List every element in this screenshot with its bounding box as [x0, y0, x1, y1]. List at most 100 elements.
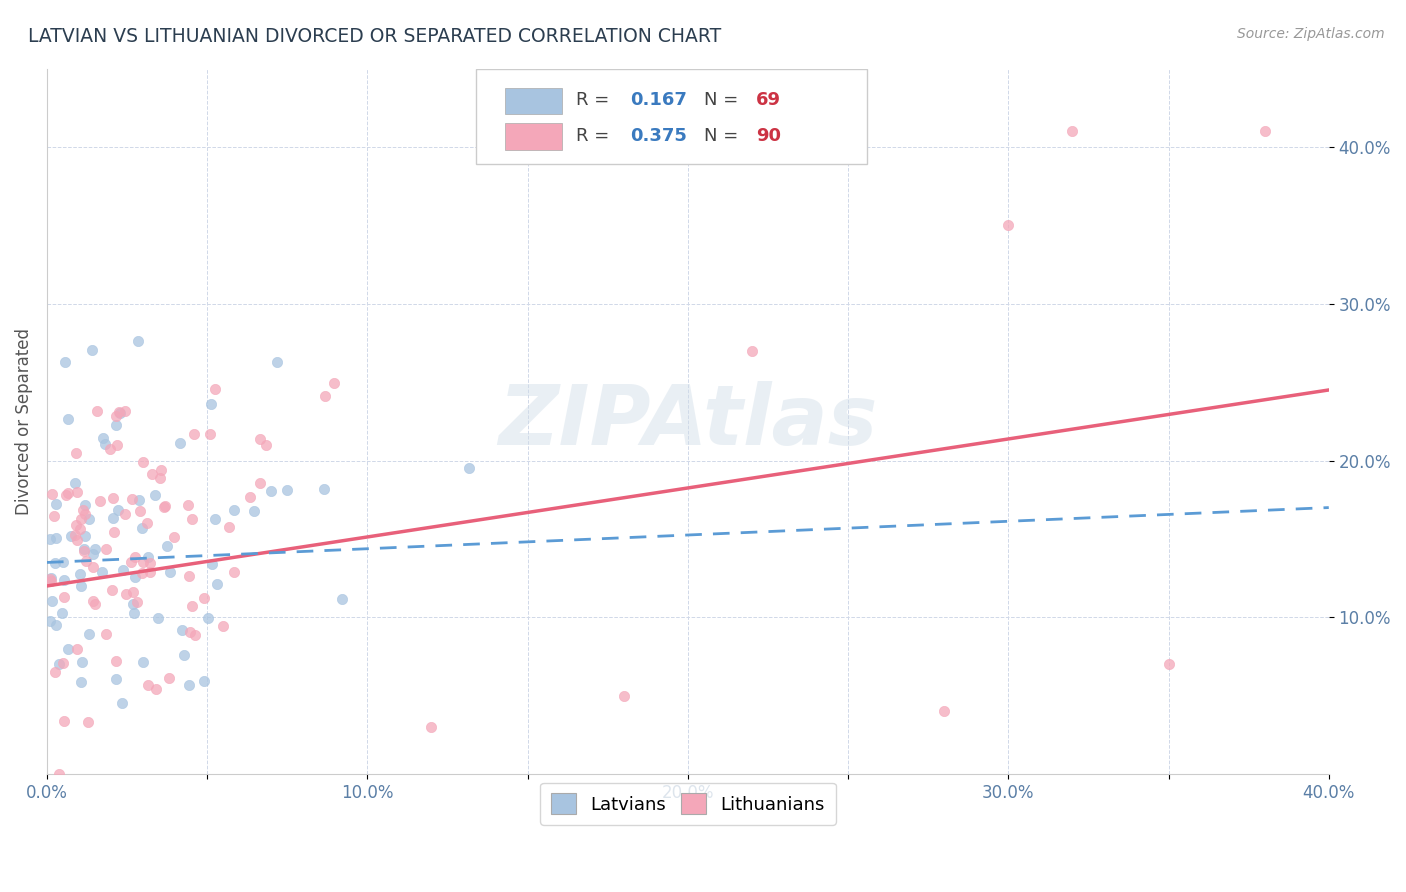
Point	[266, 355, 288, 369]
Point	[90, 565, 112, 579]
Point	[458, 461, 481, 475]
Point	[83, 541, 105, 556]
Point	[155, 499, 177, 513]
Point	[101, 491, 124, 505]
Text: ZIPAtlas: ZIPAtlas	[498, 381, 877, 462]
Legend: Latvians, Lithuanians: Latvians, Lithuanians	[540, 782, 835, 825]
Point	[201, 557, 224, 571]
Point	[149, 470, 172, 484]
Point	[159, 566, 181, 580]
Point	[65, 517, 87, 532]
Point	[314, 482, 336, 496]
Point	[222, 502, 245, 516]
Point	[53, 573, 76, 587]
Point	[89, 494, 111, 508]
Point	[52, 657, 75, 671]
Point	[69, 566, 91, 581]
Point	[56, 485, 79, 500]
Point	[108, 405, 131, 419]
Point	[127, 334, 149, 349]
Text: N =: N =	[704, 91, 745, 110]
Point	[180, 599, 202, 614]
Point	[103, 510, 125, 524]
FancyBboxPatch shape	[477, 69, 868, 164]
Point	[218, 520, 240, 534]
Text: 90: 90	[756, 127, 780, 145]
Y-axis label: Divorced or Separated: Divorced or Separated	[15, 328, 32, 515]
Point	[39, 532, 62, 546]
FancyBboxPatch shape	[505, 123, 562, 150]
Point	[180, 512, 202, 526]
Point	[145, 682, 167, 697]
Point	[56, 411, 79, 425]
Point	[243, 504, 266, 518]
Point	[66, 642, 89, 657]
Text: 0.375: 0.375	[630, 127, 688, 145]
Point	[323, 376, 346, 390]
Point	[131, 521, 153, 535]
Point	[86, 404, 108, 418]
Point	[60, 529, 83, 543]
Point	[131, 566, 153, 580]
Point	[143, 488, 166, 502]
FancyBboxPatch shape	[505, 87, 562, 114]
Point	[150, 463, 173, 477]
Point	[111, 696, 134, 710]
Point	[70, 655, 93, 669]
Point	[141, 467, 163, 482]
Text: R =: R =	[576, 127, 616, 145]
Point	[45, 497, 67, 511]
Point	[80, 343, 103, 357]
Point	[224, 565, 246, 579]
Point	[198, 427, 221, 442]
Point	[249, 432, 271, 446]
Point	[58, 642, 80, 657]
Point	[115, 586, 138, 600]
Point	[82, 593, 104, 607]
Point	[107, 502, 129, 516]
Point	[135, 516, 157, 530]
Text: R =: R =	[576, 91, 616, 110]
Point	[121, 492, 143, 507]
Point	[79, 627, 101, 641]
Point	[200, 397, 222, 411]
Point	[125, 595, 148, 609]
Point	[96, 542, 118, 557]
Point	[276, 483, 298, 497]
Point	[163, 530, 186, 544]
Point	[1062, 124, 1084, 138]
Point	[63, 475, 86, 490]
Point	[132, 455, 155, 469]
Point	[114, 404, 136, 418]
Point	[169, 436, 191, 450]
Point	[105, 409, 128, 424]
Point	[48, 767, 70, 781]
Point	[52, 555, 75, 569]
Point	[84, 597, 107, 611]
Point	[44, 557, 66, 571]
Point	[136, 550, 159, 565]
Point	[136, 678, 159, 692]
Point	[132, 656, 155, 670]
Point	[177, 498, 200, 512]
Point	[105, 418, 128, 433]
Point	[183, 427, 205, 442]
Point	[170, 624, 193, 638]
Point	[39, 574, 62, 589]
Point	[51, 606, 73, 620]
Point	[205, 577, 228, 591]
Point	[104, 654, 127, 668]
Point	[997, 219, 1019, 233]
Point	[73, 498, 96, 512]
Point	[120, 555, 142, 569]
Point	[122, 585, 145, 599]
Point	[204, 512, 226, 526]
Point	[66, 485, 89, 500]
Point	[260, 483, 283, 498]
Point	[53, 355, 76, 369]
Point	[129, 504, 152, 518]
Point	[112, 563, 135, 577]
Point	[39, 571, 62, 585]
Point	[91, 431, 114, 445]
Point	[39, 614, 62, 628]
